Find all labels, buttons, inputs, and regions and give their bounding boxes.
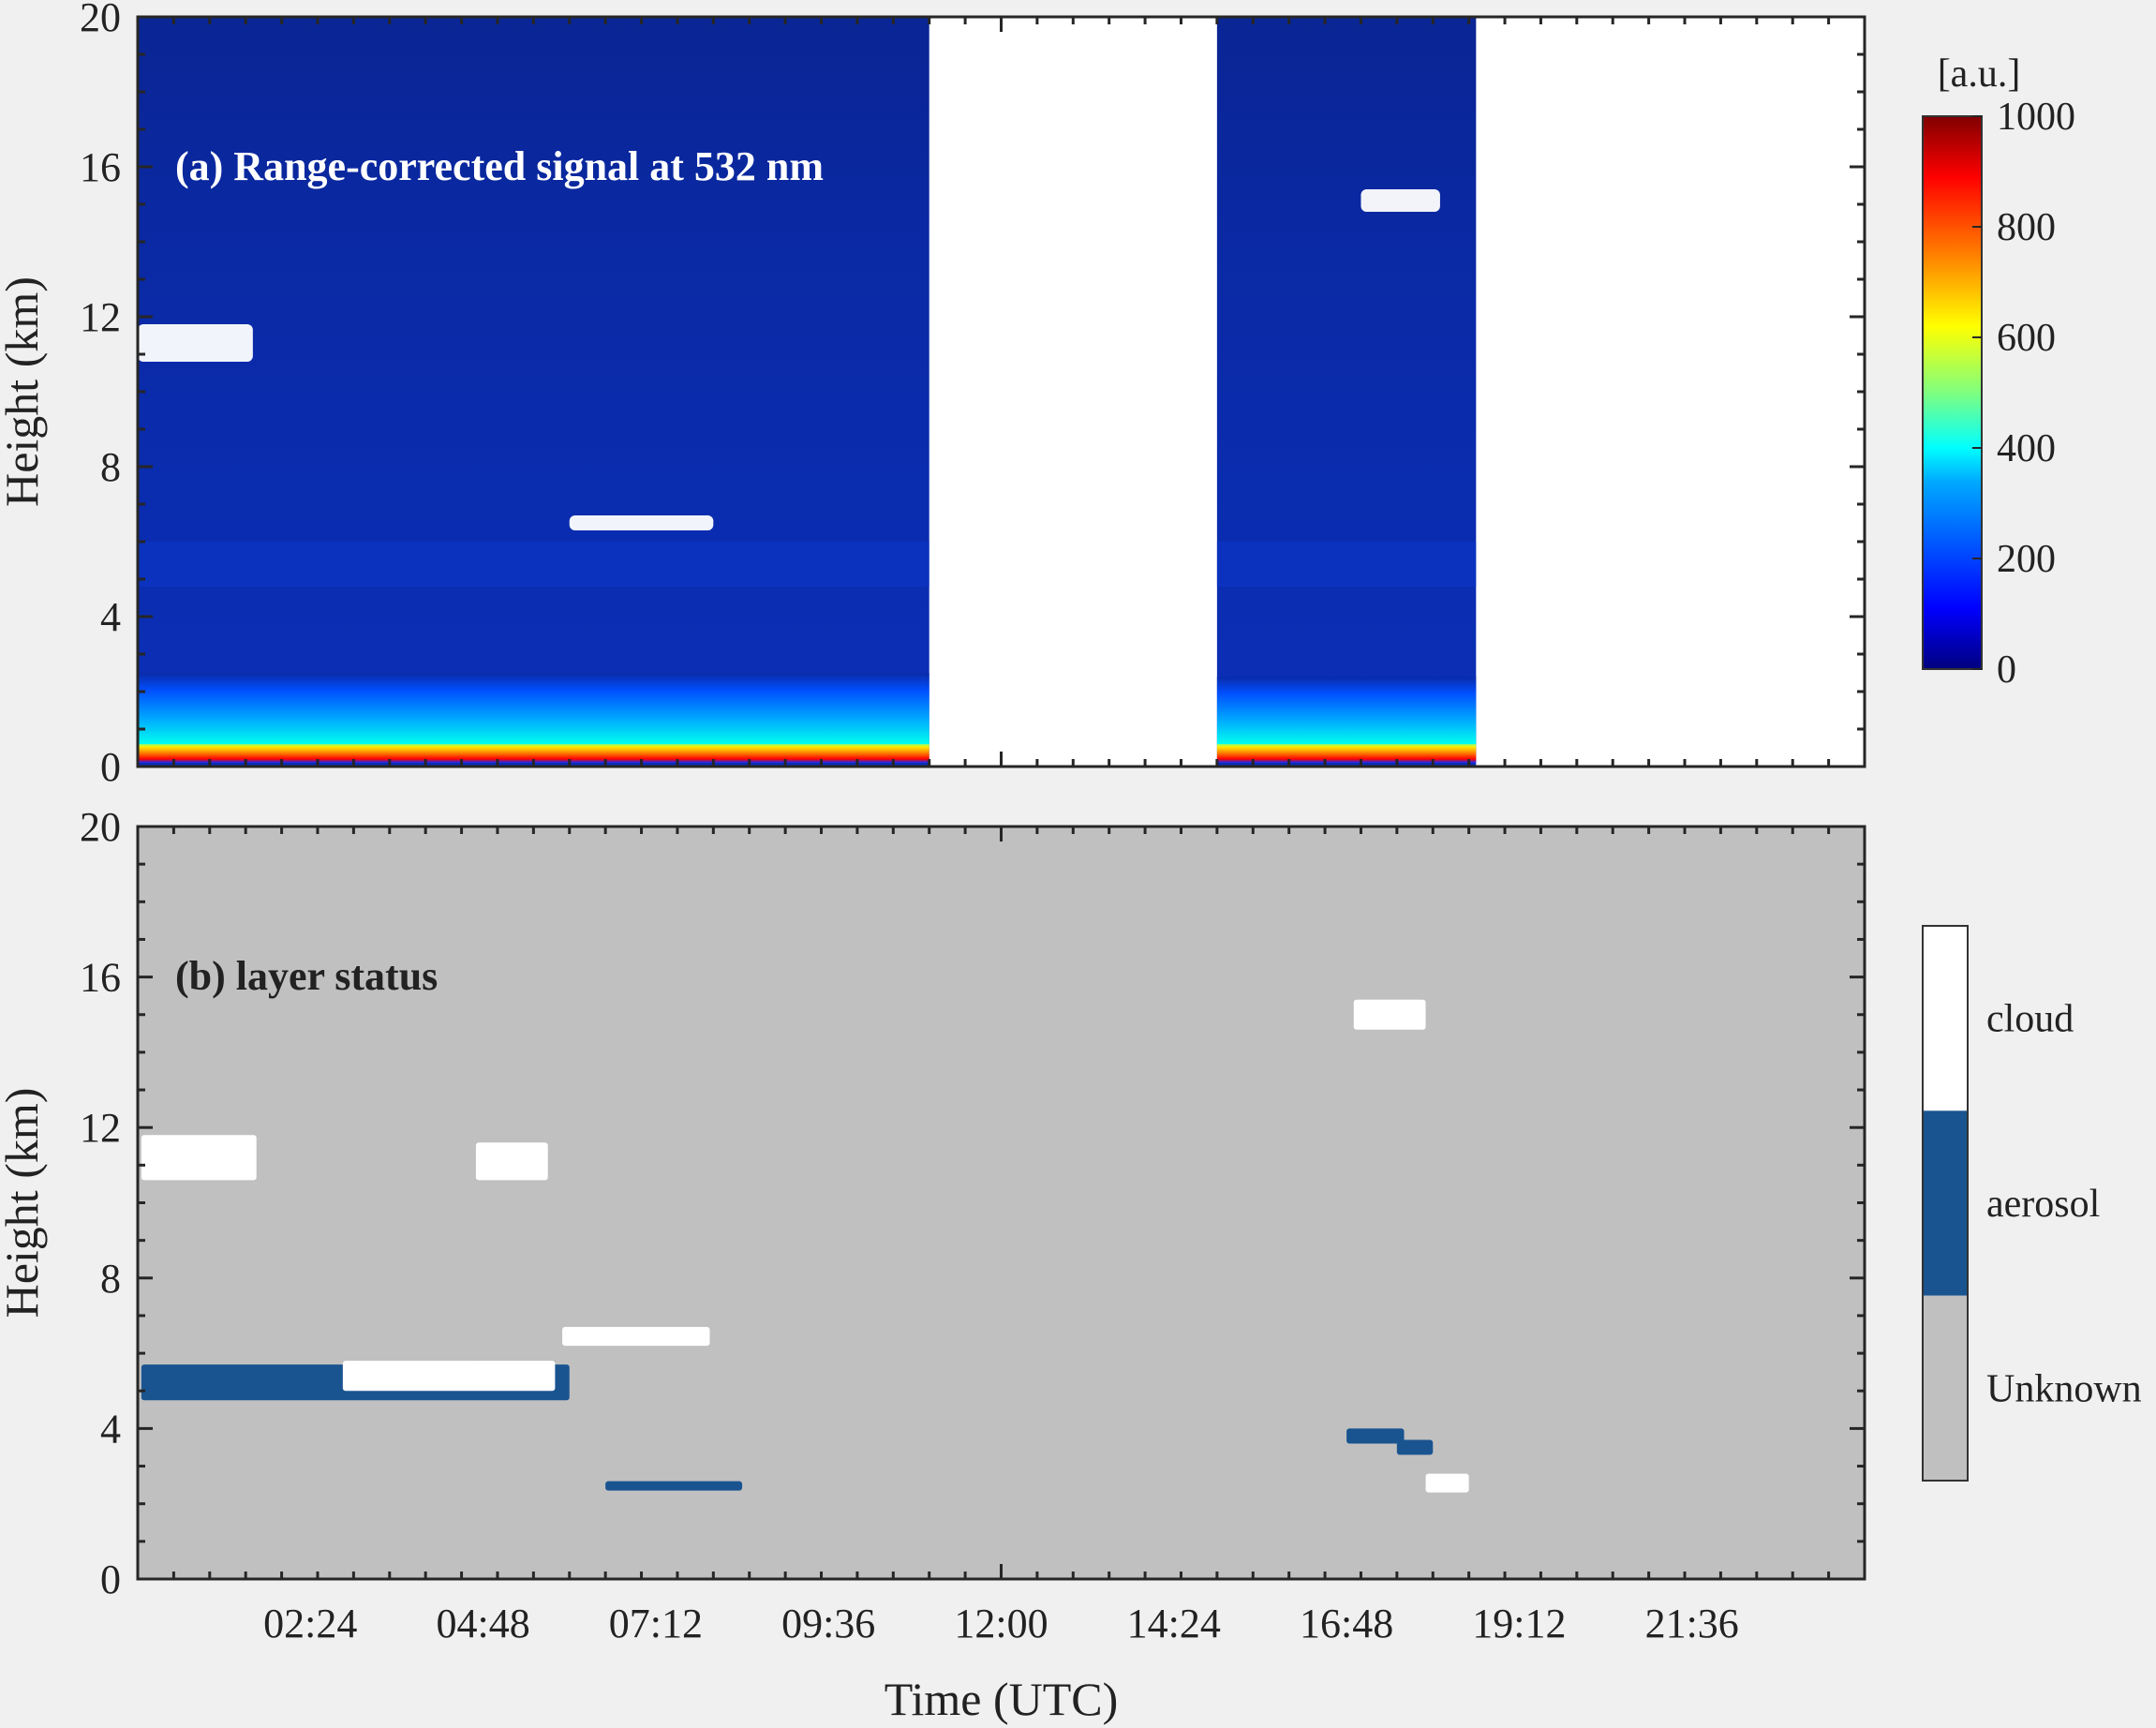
x-tick-label: 16:48 (1300, 1601, 1393, 1646)
cloud-layer (141, 1135, 257, 1181)
colorbar-ticks: 0 200 400 600 800 1000 (1972, 96, 2075, 692)
y-tick-label: 8 (100, 1256, 121, 1302)
signal-lofted-layer (138, 542, 929, 587)
signal-feature (1216, 744, 1477, 763)
y-tick-label: 8 (100, 444, 121, 490)
colorbar-tick-label: 600 (1997, 317, 2056, 360)
legend-frame (1922, 925, 1969, 1482)
cloud-layer (342, 1361, 556, 1392)
legend-swatch-cloud (1923, 926, 1968, 1111)
aerosol-layer (605, 1481, 743, 1491)
signal-feature (138, 673, 929, 744)
colorbar-signal: 0 200 400 600 800 1000 [a.u.] (1922, 52, 2075, 692)
panel-a-ticks: 0 4 8 12 16 20 (80, 0, 1866, 790)
x-tick-label: 04:48 (436, 1601, 529, 1646)
layer-class-legend: cloud aerosol Unknown (1922, 925, 2142, 1482)
x-axis-label: Time (UTC) (885, 1673, 1119, 1725)
x-tick-label: 21:36 (1645, 1601, 1739, 1646)
y-tick-label: 16 (80, 955, 121, 1001)
signal-lofted-layer (1216, 542, 1477, 587)
panel-a-heatmap (138, 17, 1477, 767)
signal-feature (138, 324, 253, 362)
panel-b-ticks: 0 4 8 12 16 20 02:24 04:48 07:12 09:36 12:00 14:24 1… (80, 804, 1866, 1646)
y-tick-label: 20 (80, 0, 121, 40)
cloud-layer (1425, 1473, 1469, 1493)
signal-segment (1216, 17, 1477, 767)
signal-feature (138, 744, 929, 763)
legend-label-aerosol: aerosol (1986, 1183, 2100, 1226)
y-tick-label: 16 (80, 144, 121, 190)
signal-segment (138, 17, 929, 767)
legend-swatch-aerosol (1923, 1110, 1968, 1296)
y-tick-label: 4 (100, 594, 121, 640)
panel-b-title: (b) layer status (175, 953, 438, 999)
signal-feature (1361, 189, 1440, 212)
y-tick-label: 0 (100, 744, 121, 790)
legend-label-cloud: cloud (1986, 998, 2074, 1041)
colorbar-tick-label: 400 (1997, 427, 2056, 470)
signal-feature (569, 515, 714, 530)
y-tick-label: 4 (100, 1406, 121, 1452)
colorbar-tick-label: 1000 (1997, 96, 2075, 139)
panel-b-layers (141, 999, 1469, 1493)
y-tick-label: 12 (80, 1105, 121, 1151)
colorbar-tick-label: 0 (1997, 648, 2016, 692)
aerosol-layer (1396, 1439, 1434, 1455)
panel-b-y-axis-label: Height (km) (0, 1088, 48, 1318)
legend-swatch-unknown (1923, 1295, 1968, 1481)
y-tick-label: 0 (100, 1557, 121, 1602)
cloud-layer (1353, 999, 1426, 1030)
y-tick-label: 12 (80, 294, 121, 340)
panel-a-title: (a) Range-corrected signal at 532 nm (175, 143, 824, 189)
x-tick-label: 02:24 (263, 1601, 357, 1646)
panel-b-plot-area (138, 827, 1865, 1579)
colorbar-tick-label: 200 (1997, 538, 2056, 581)
y-tick-label: 20 (80, 804, 121, 850)
panel-a-y-axis-label: Height (km) (0, 276, 48, 507)
signal-feature (1216, 677, 1477, 744)
panel-a-signal: 0 4 8 12 16 20 (a) Range-corrected signal at … (0, 0, 1866, 790)
cloud-layer (562, 1326, 710, 1347)
aerosol-layer (1346, 1428, 1405, 1444)
legend-label-unknown: Unknown (1986, 1367, 2142, 1410)
x-tick-label: 19:12 (1472, 1601, 1566, 1646)
colorbar-label: [a.u.] (1938, 52, 2021, 96)
x-tick-label: 14:24 (1127, 1601, 1221, 1646)
cloud-layer (475, 1142, 548, 1181)
x-tick-label: 09:36 (781, 1601, 875, 1646)
colorbar-tick-label: 800 (1997, 206, 2056, 249)
colorbar-gradient (1922, 115, 1983, 670)
panel-b-layer-status: 0 4 8 12 16 20 02:24 04:48 07:12 09:36 12:00 14:24 1… (0, 804, 1866, 1725)
x-tick-label: 07:12 (609, 1601, 703, 1646)
x-tick-label: 12:00 (954, 1601, 1048, 1646)
